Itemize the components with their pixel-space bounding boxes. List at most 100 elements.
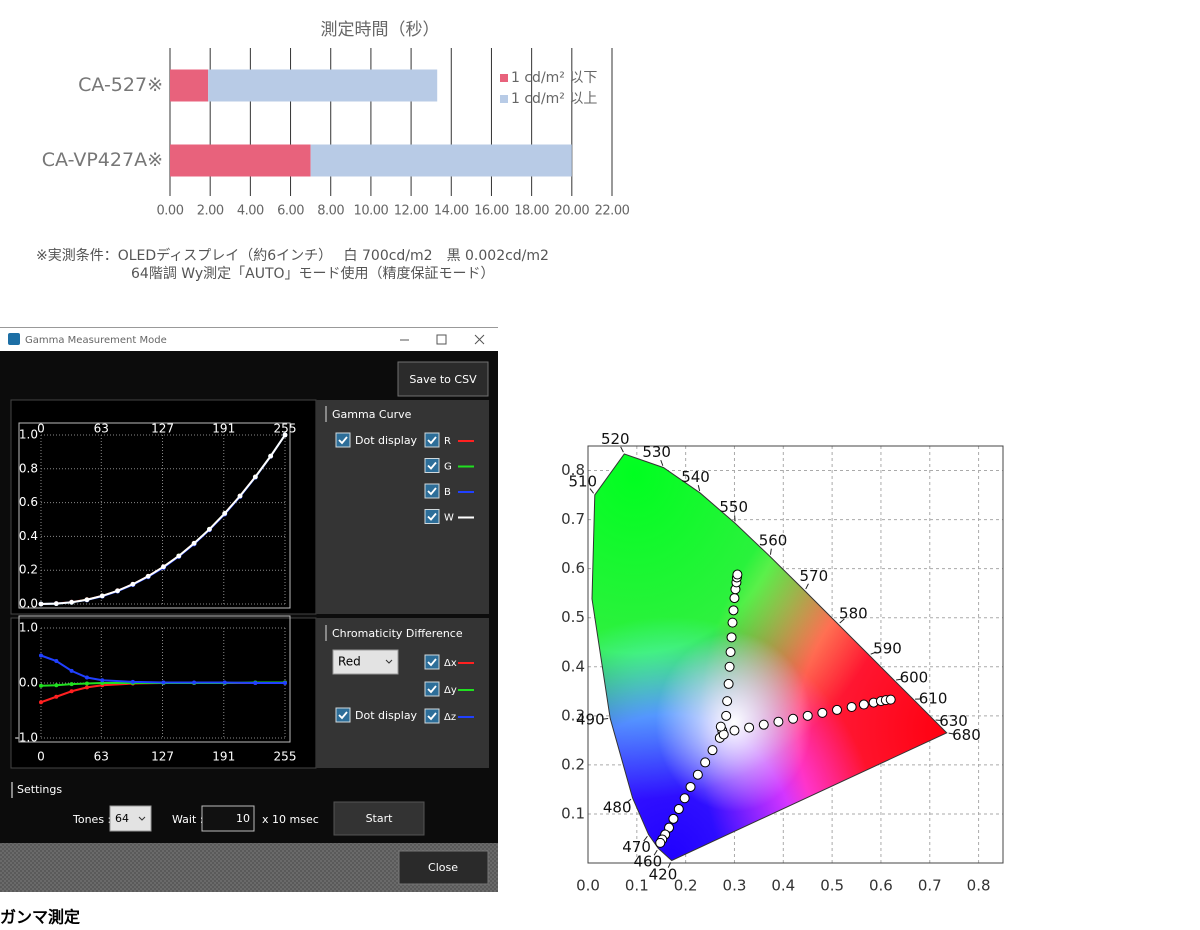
data-point xyxy=(237,493,243,499)
check-mark xyxy=(427,512,437,521)
data-point xyxy=(725,647,736,658)
data-point xyxy=(69,668,74,673)
field-label: Tones : xyxy=(72,813,111,826)
save-csv-button[interactable] xyxy=(397,361,489,397)
maximize-button[interactable] xyxy=(436,334,447,345)
checkbox[interactable] xyxy=(424,483,440,499)
y-tick-label: 0.5 xyxy=(561,608,585,626)
data-point xyxy=(788,713,799,724)
y-tick-label: 0.2 xyxy=(19,563,38,577)
wavelength-tick xyxy=(769,548,772,555)
title-bar xyxy=(0,327,498,351)
wavelength-label: 590 xyxy=(873,640,902,658)
data-point xyxy=(54,659,59,663)
window-title: Gamma Measurement Mode xyxy=(25,335,167,346)
data-point xyxy=(721,710,732,721)
legend-swatch xyxy=(500,95,508,103)
legend-label: Δy xyxy=(444,685,457,696)
data-point xyxy=(700,757,711,768)
data-point xyxy=(39,683,43,688)
checkbox[interactable] xyxy=(335,707,351,723)
wavelength-label: 600 xyxy=(900,668,929,686)
data-point xyxy=(176,553,182,559)
wait-input[interactable] xyxy=(201,805,255,832)
wavelength-label: 530 xyxy=(642,443,671,461)
gamma-plot-panel xyxy=(10,399,317,615)
checkbox[interactable] xyxy=(424,509,440,524)
gamma-options-panel xyxy=(316,400,489,614)
data-point xyxy=(685,781,696,792)
data-point xyxy=(283,681,287,685)
plot-frame xyxy=(18,615,291,743)
note-line: ※実測条件：OLEDディスプレイ（約6インチ） 白 700cd/m2 黒 0.0… xyxy=(36,247,549,264)
data-point xyxy=(728,605,739,616)
x-tick-label: 8.00 xyxy=(317,204,344,219)
button-label: Close xyxy=(428,861,458,874)
checkbox-label: Dot display xyxy=(355,434,418,447)
x-tick-label: 0.8 xyxy=(967,877,991,895)
x-tick-label: 10.00 xyxy=(354,204,389,219)
wavelength-tick xyxy=(589,488,594,494)
wavelength-tick xyxy=(643,835,648,842)
x-tick-label: 191 xyxy=(212,750,235,764)
y-tick-label: 0.6 xyxy=(561,559,585,577)
legend-label: B xyxy=(444,487,451,498)
data-point xyxy=(726,632,737,643)
y-tick-label: 0.8 xyxy=(561,461,585,479)
x-tick-label: 0.6 xyxy=(869,877,893,895)
start-button[interactable] xyxy=(333,801,425,836)
category-label: CA-527※ xyxy=(78,74,163,96)
checkbox[interactable] xyxy=(424,432,440,448)
select-value: 64 xyxy=(115,812,129,825)
chevron xyxy=(138,816,146,821)
data-point xyxy=(802,710,813,721)
data-point xyxy=(723,678,734,689)
x-tick-label: 0.3 xyxy=(723,877,747,895)
chevron xyxy=(385,659,393,664)
x-tick-label: 0.0 xyxy=(576,877,600,895)
data-point xyxy=(727,617,738,628)
x-tick-label: 0.2 xyxy=(674,877,698,895)
x-tick-label: 255 xyxy=(274,750,297,764)
data-point xyxy=(115,588,120,594)
x-tick-label: 63 xyxy=(94,422,109,436)
data-point xyxy=(54,683,59,688)
caption: ガンマ測定 xyxy=(0,908,80,927)
button-label: Save to CSV xyxy=(409,373,477,386)
legend-label: W xyxy=(444,513,454,524)
x-tick-label: 2.00 xyxy=(197,204,224,219)
y-tick-label: 0.0 xyxy=(19,597,38,611)
checkbox[interactable] xyxy=(424,458,440,473)
wavelength-label: 470 xyxy=(622,838,651,856)
data-point xyxy=(252,474,258,480)
close-button[interactable] xyxy=(398,850,489,885)
checkbox[interactable] xyxy=(424,654,440,670)
x-tick-label: 12.00 xyxy=(394,204,429,219)
y-tick-label: 0.7 xyxy=(561,510,585,528)
data-point xyxy=(84,681,89,686)
checkbox[interactable] xyxy=(335,432,351,448)
tones-select[interactable] xyxy=(109,805,152,832)
close-icon[interactable] xyxy=(474,334,485,345)
wavelength-label: 560 xyxy=(759,531,788,549)
x-tick-label: 0.7 xyxy=(918,877,942,895)
checkbox[interactable] xyxy=(424,681,440,697)
y-tick-label: 0.4 xyxy=(19,529,38,543)
x-tick-label: 127 xyxy=(151,422,174,436)
checkbox[interactable] xyxy=(424,708,440,724)
wavelength-label: 510 xyxy=(568,473,597,491)
wavelength-tick xyxy=(896,678,903,681)
data-point xyxy=(69,682,74,687)
wavelength-label: 540 xyxy=(681,468,710,486)
data-point xyxy=(773,716,784,727)
bar-segment xyxy=(310,144,572,177)
check-mark xyxy=(338,711,348,720)
x-tick-label: 0.4 xyxy=(771,877,795,895)
wavelength-tick xyxy=(626,798,632,804)
data-point xyxy=(282,432,288,438)
data-point xyxy=(846,701,857,712)
data-point xyxy=(253,681,258,685)
component-select[interactable] xyxy=(332,649,399,675)
bar-segment xyxy=(208,69,438,102)
